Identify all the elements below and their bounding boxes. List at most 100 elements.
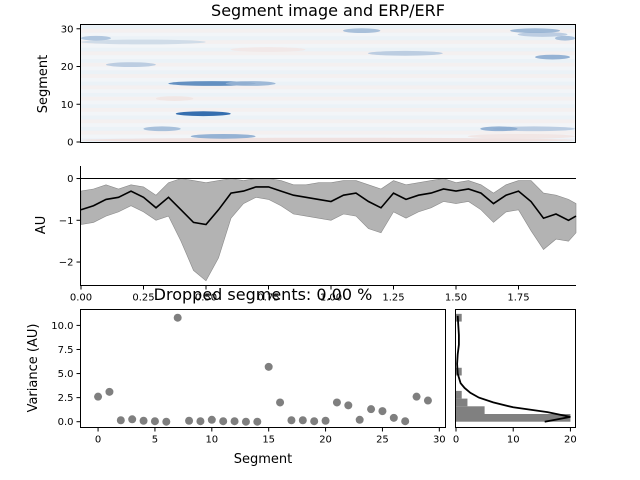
variance-point <box>173 313 182 322</box>
histogram-x-ticks: 0 10 20 <box>453 427 577 446</box>
variance-point <box>207 415 216 424</box>
histogram-x-tick-label: 0 <box>453 435 459 446</box>
erp-y-ticks: −2 −1 0 <box>59 174 81 269</box>
heatmap-row <box>81 43 575 48</box>
variance-x-tick-label: 5 <box>152 435 158 446</box>
histogram-bar <box>456 390 462 399</box>
variance-point <box>423 396 432 405</box>
heatmap-feature <box>230 47 306 52</box>
histogram-bar <box>456 414 571 422</box>
segment-image-panel: Segment image and ERP/ERF 0 10 20 30 Segmen… <box>36 1 576 149</box>
variance-point <box>128 415 137 424</box>
heatmap-row <box>81 130 575 135</box>
erp-x-tick-label: 1.75 <box>507 293 529 304</box>
variance-x-tick-label: 0 <box>95 435 101 446</box>
histogram-panel: 0 10 20 <box>453 309 577 446</box>
heatmap-row <box>81 55 575 59</box>
variance-y-ticks: 0.0 2.5 5.0 7.5 10.0 <box>51 321 81 428</box>
heatmap-row <box>81 134 575 139</box>
variance-point <box>378 407 387 416</box>
histogram-bar <box>456 398 468 407</box>
erp-x-tick-label: 0.50 <box>195 293 217 304</box>
heatmap-y-tick-label: 30 <box>61 24 74 35</box>
heatmap-feature <box>342 28 381 34</box>
variance-x-tick-label: 30 <box>433 435 446 446</box>
variance-point <box>344 401 353 410</box>
erp-panel: 0.00 0.25 0.50 0.75 1.00 1.25 1.50 1.75 −2 −1 0 A… <box>34 166 577 304</box>
heatmap-row <box>81 28 575 33</box>
histogram-bars <box>456 313 571 422</box>
heatmap-row <box>81 123 575 127</box>
erp-y-tick-label: −2 <box>59 258 74 269</box>
histogram-bar <box>456 406 485 414</box>
variance-point <box>196 417 205 426</box>
variance-point <box>105 387 114 396</box>
heatmap-row <box>81 40 575 44</box>
heatmap-row <box>81 115 575 120</box>
variance-point <box>321 416 330 425</box>
erp-x-tick-label: 1.25 <box>382 293 404 304</box>
erp-y-tick-label: −1 <box>59 216 74 227</box>
variance-point <box>276 398 285 407</box>
variance-y-tick-label: 10.0 <box>51 321 73 332</box>
heatmap-feature <box>190 133 256 139</box>
variance-y-tick-label: 5.0 <box>58 369 74 380</box>
heatmap-row <box>81 104 575 109</box>
variance-point <box>230 417 239 426</box>
heatmap-feature <box>517 32 568 37</box>
histogram-bar <box>456 367 462 376</box>
variance-point <box>264 362 273 371</box>
variance-point <box>355 415 364 424</box>
variance-y-label: Variance (AU) <box>26 324 41 413</box>
histogram-bar <box>456 313 462 322</box>
heatmap-row <box>81 126 575 131</box>
variance-point <box>389 413 398 422</box>
heatmap-row <box>81 32 575 37</box>
variance-y-tick-label: 7.5 <box>58 345 74 356</box>
heatmap-cells <box>81 25 575 143</box>
heatmap-row <box>81 74 575 78</box>
variance-point <box>185 416 194 425</box>
heatmap-row <box>81 119 575 124</box>
heatmap-feature <box>175 111 231 117</box>
erp-y-label: AU <box>34 216 49 234</box>
heatmap-y-ticks: 0 10 20 30 <box>61 24 81 149</box>
heatmap-row <box>81 36 575 41</box>
heatmap-row <box>81 70 575 75</box>
variance-point <box>219 417 228 426</box>
heatmap-y-tick-label: 10 <box>61 100 74 111</box>
variance-x-tick-label: 25 <box>376 435 389 446</box>
erp-x-tick-label: 1.50 <box>445 293 467 304</box>
heatmap-row <box>81 62 575 67</box>
heatmap-feature <box>467 133 575 139</box>
variance-point <box>412 392 421 401</box>
variance-x-ticks: 0 5 10 15 20 25 30 <box>95 427 446 446</box>
variance-point <box>162 417 171 426</box>
heatmap-frame <box>80 24 576 143</box>
variance-point <box>253 417 262 426</box>
heatmap-feature <box>81 39 206 45</box>
erp-x-ticks: 0.00 0.25 0.50 0.75 1.00 1.25 1.50 1.75 <box>70 285 530 304</box>
variance-frame <box>80 309 446 428</box>
variance-point <box>367 405 376 414</box>
heatmap-row <box>81 47 575 52</box>
heatmap-feature <box>480 126 518 132</box>
segment-image-title: Segment image and ERP/ERF <box>211 1 445 20</box>
histogram-x-tick-label: 20 <box>564 435 577 446</box>
heatmap-row <box>81 81 575 86</box>
heatmap-row <box>81 66 575 71</box>
heatmap-feature <box>510 28 561 34</box>
heatmap-row <box>81 92 575 97</box>
heatmap-row <box>81 58 575 63</box>
variance-point <box>287 416 296 425</box>
variance-point <box>116 416 125 425</box>
variance-point <box>150 417 159 426</box>
density-curve <box>456 315 571 423</box>
heatmap-row <box>81 25 575 29</box>
heatmap-row <box>81 100 575 105</box>
erp-confidence-band <box>80 178 577 282</box>
heatmap-row <box>81 111 575 116</box>
variance-x-tick-label: 20 <box>319 435 332 446</box>
histogram-x-tick-label: 10 <box>507 435 520 446</box>
